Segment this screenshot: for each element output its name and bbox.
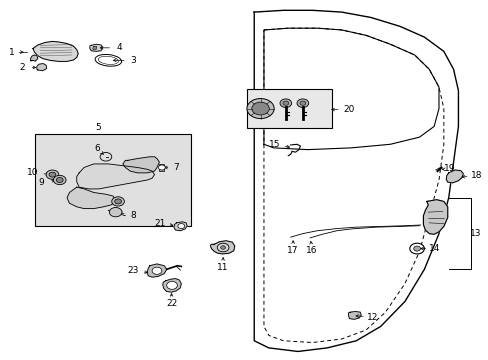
Text: 11: 11 — [217, 263, 228, 272]
Ellipse shape — [95, 54, 122, 66]
Text: 5: 5 — [96, 123, 102, 132]
Text: 8: 8 — [130, 211, 136, 220]
Polygon shape — [147, 264, 166, 277]
Text: 16: 16 — [305, 246, 317, 255]
Circle shape — [109, 207, 122, 217]
Circle shape — [49, 172, 56, 177]
Polygon shape — [30, 55, 38, 61]
Circle shape — [53, 175, 66, 185]
Polygon shape — [77, 164, 154, 189]
Polygon shape — [67, 187, 116, 208]
Polygon shape — [33, 41, 78, 62]
Circle shape — [56, 177, 63, 183]
Text: 6: 6 — [95, 144, 101, 153]
Text: 1: 1 — [9, 48, 15, 57]
Circle shape — [413, 246, 420, 251]
Text: 14: 14 — [428, 244, 440, 253]
Polygon shape — [423, 200, 447, 234]
Text: 17: 17 — [287, 246, 298, 255]
Polygon shape — [90, 44, 102, 51]
Text: 21: 21 — [154, 220, 165, 229]
Bar — [246, 89, 331, 128]
Bar — [35, 134, 191, 226]
Polygon shape — [174, 222, 187, 231]
Circle shape — [296, 99, 308, 108]
Text: 13: 13 — [469, 229, 480, 238]
Circle shape — [409, 243, 424, 254]
Polygon shape — [122, 157, 159, 173]
Polygon shape — [446, 170, 462, 183]
Polygon shape — [37, 64, 46, 71]
Text: 19: 19 — [443, 164, 454, 173]
Circle shape — [46, 170, 59, 179]
Polygon shape — [159, 164, 164, 171]
Circle shape — [152, 267, 162, 274]
Text: 20: 20 — [343, 105, 354, 114]
Text: 23: 23 — [127, 266, 139, 275]
Circle shape — [158, 165, 165, 170]
Circle shape — [112, 197, 124, 206]
Text: 3: 3 — [130, 56, 136, 65]
Circle shape — [251, 102, 269, 115]
Text: 2: 2 — [19, 63, 24, 72]
Polygon shape — [163, 279, 181, 292]
Circle shape — [115, 199, 121, 204]
Circle shape — [217, 243, 228, 252]
Text: 7: 7 — [173, 163, 179, 172]
Circle shape — [280, 99, 291, 108]
Text: 10: 10 — [27, 168, 39, 177]
Circle shape — [178, 224, 184, 229]
Polygon shape — [93, 46, 97, 50]
Circle shape — [283, 101, 288, 105]
Polygon shape — [210, 241, 234, 254]
Circle shape — [166, 282, 177, 289]
Text: 18: 18 — [470, 171, 482, 180]
Text: 22: 22 — [165, 299, 177, 308]
Text: 4: 4 — [116, 43, 122, 52]
Circle shape — [246, 99, 274, 118]
Text: 15: 15 — [268, 140, 280, 149]
Circle shape — [220, 246, 225, 249]
Text: 12: 12 — [366, 313, 378, 322]
Polygon shape — [348, 311, 361, 319]
Text: 9: 9 — [39, 177, 44, 186]
Circle shape — [299, 101, 305, 105]
